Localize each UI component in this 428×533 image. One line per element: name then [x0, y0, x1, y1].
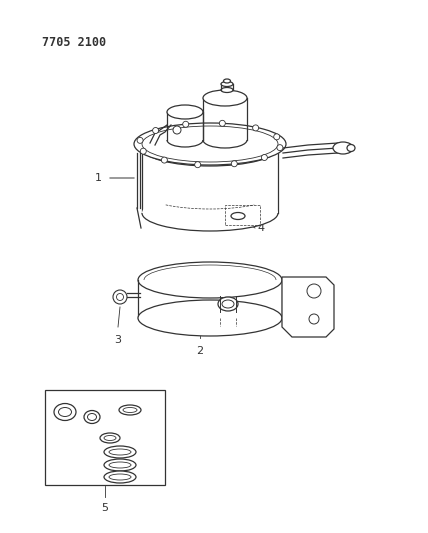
Text: 2: 2 — [196, 346, 204, 356]
Ellipse shape — [134, 123, 286, 165]
Circle shape — [183, 122, 189, 127]
Circle shape — [307, 284, 321, 298]
Ellipse shape — [142, 130, 278, 166]
Ellipse shape — [138, 300, 282, 336]
Circle shape — [113, 290, 127, 304]
Bar — [225, 205, 260, 225]
Ellipse shape — [221, 87, 233, 93]
Text: 4: 4 — [257, 223, 264, 233]
Circle shape — [161, 157, 167, 163]
Circle shape — [274, 134, 280, 140]
Ellipse shape — [84, 410, 100, 424]
Ellipse shape — [142, 195, 278, 231]
Ellipse shape — [218, 297, 238, 311]
Ellipse shape — [167, 105, 203, 119]
Ellipse shape — [333, 142, 353, 154]
Circle shape — [253, 125, 259, 131]
Ellipse shape — [347, 144, 355, 151]
Ellipse shape — [109, 474, 131, 480]
Text: 5: 5 — [101, 503, 109, 513]
Bar — [45, 390, 165, 485]
Circle shape — [137, 138, 143, 143]
Ellipse shape — [221, 82, 233, 86]
Text: 7705 2100: 7705 2100 — [42, 36, 106, 49]
Ellipse shape — [223, 79, 231, 83]
Ellipse shape — [54, 403, 76, 421]
Ellipse shape — [123, 408, 137, 413]
Circle shape — [231, 161, 237, 167]
Circle shape — [153, 127, 159, 133]
Circle shape — [262, 155, 268, 160]
Circle shape — [140, 148, 146, 154]
Circle shape — [219, 120, 225, 126]
Ellipse shape — [222, 300, 234, 308]
Circle shape — [277, 144, 283, 151]
Ellipse shape — [87, 414, 96, 421]
Circle shape — [173, 126, 181, 134]
Text: 3: 3 — [115, 335, 122, 345]
Text: 1: 1 — [95, 173, 102, 183]
Ellipse shape — [104, 435, 116, 440]
Ellipse shape — [203, 90, 247, 106]
Ellipse shape — [104, 446, 136, 458]
Polygon shape — [282, 277, 334, 337]
Ellipse shape — [109, 462, 131, 468]
Ellipse shape — [119, 405, 141, 415]
Ellipse shape — [231, 213, 245, 220]
Ellipse shape — [138, 262, 282, 298]
Ellipse shape — [104, 459, 136, 471]
Circle shape — [195, 161, 201, 168]
Ellipse shape — [59, 408, 71, 416]
Ellipse shape — [100, 433, 120, 443]
Ellipse shape — [109, 449, 131, 455]
Circle shape — [309, 314, 319, 324]
Ellipse shape — [104, 471, 136, 483]
